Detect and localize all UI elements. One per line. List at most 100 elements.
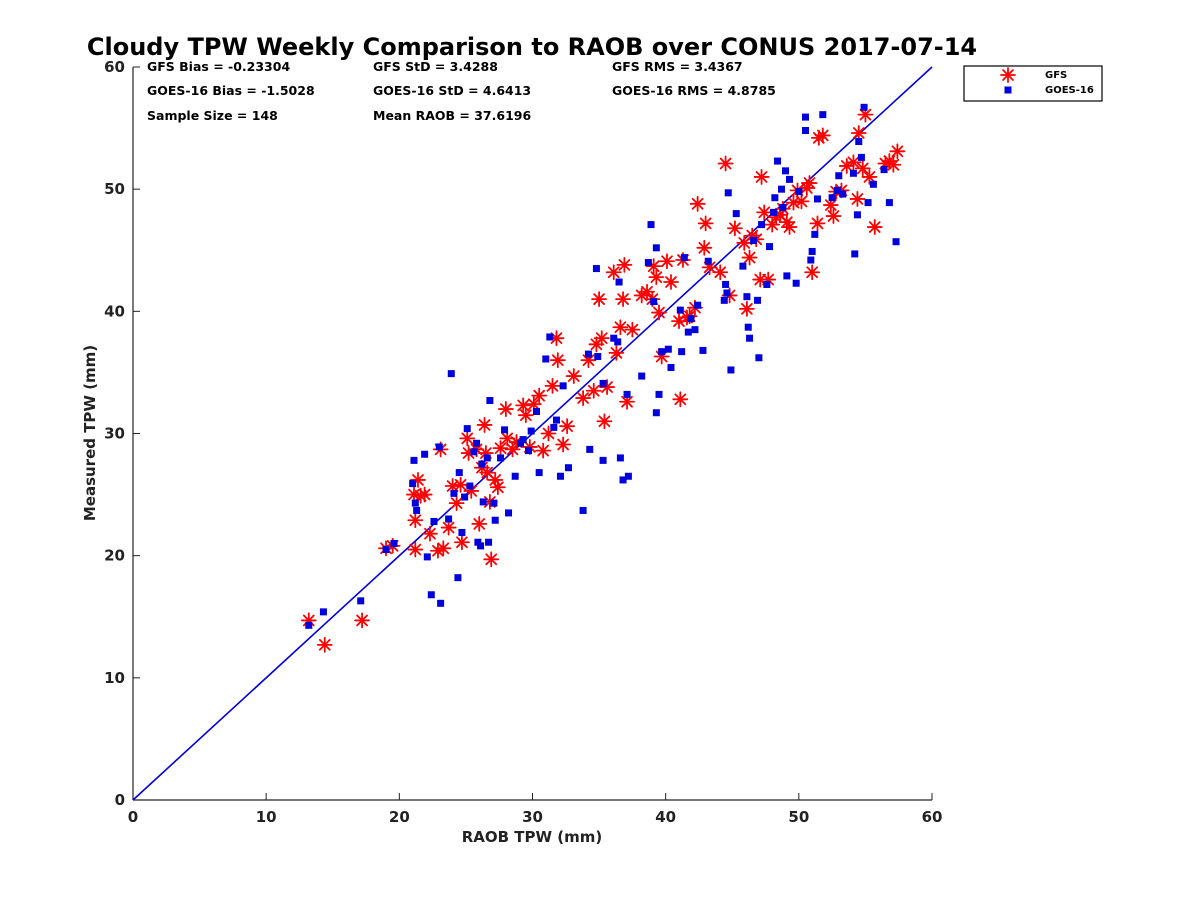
gfs-point <box>483 551 500 568</box>
goes16-point <box>744 323 752 331</box>
goes16-point <box>473 439 481 447</box>
goes16-point <box>782 167 790 175</box>
goes16-point <box>466 482 474 490</box>
gfs-point <box>741 249 758 266</box>
gfs-point <box>591 291 607 308</box>
gfs-point <box>825 208 842 224</box>
gfs-point <box>849 191 866 207</box>
goes16-point <box>755 354 763 362</box>
legend-gfs-marker <box>1000 67 1016 83</box>
gfs-point <box>615 291 631 308</box>
goes16-point <box>857 153 865 161</box>
legend-goes16-square <box>1004 86 1012 94</box>
gfs-point <box>492 440 509 457</box>
gfs-point <box>861 169 878 185</box>
chart-title: Cloudy TPW Weekly Comparison to RAOB ove… <box>87 33 977 61</box>
goes16-point <box>450 489 458 497</box>
gfs-point <box>422 525 438 542</box>
stat-goes16-rms: GOES-16 RMS = 4.8785 <box>612 83 776 98</box>
x-tick-label: 0 <box>128 808 138 826</box>
goes16-point <box>723 289 731 297</box>
goes16-point <box>421 450 429 458</box>
gfs-point <box>416 486 433 503</box>
gfs-point <box>798 180 815 196</box>
goes16-point <box>808 247 816 255</box>
gfs-point <box>555 436 572 453</box>
goes16-point <box>664 345 672 353</box>
goes16-point <box>676 306 684 314</box>
goes16-point <box>409 480 417 488</box>
goes16-point <box>779 203 787 211</box>
x-tick-label: 50 <box>788 808 809 826</box>
goes16-point <box>519 436 527 444</box>
gfs-point <box>605 264 622 281</box>
stat-gfs-bias: GFS Bias = -0.23304 <box>147 59 290 74</box>
goes16-point <box>743 293 751 301</box>
goes16-point <box>739 262 747 270</box>
y-tick-label: 0 <box>115 791 125 809</box>
gfs-point <box>845 154 862 171</box>
goes16-point <box>552 416 560 424</box>
goes16-point <box>885 199 893 207</box>
goes16-point <box>786 175 794 183</box>
gfs-point <box>608 344 625 361</box>
gfs-point <box>448 495 465 512</box>
goes16-point <box>357 597 365 605</box>
goes16-point <box>819 111 827 119</box>
goes16-point <box>454 574 462 582</box>
goes16-point <box>525 447 533 455</box>
goes16-point <box>614 338 622 346</box>
gfs-point <box>889 143 906 160</box>
goes16-point <box>650 298 658 306</box>
goes16-point <box>864 199 872 207</box>
gfs-point <box>549 352 566 369</box>
goes16-point <box>774 157 782 165</box>
goes16-point <box>616 454 624 462</box>
gfs-point <box>517 407 534 424</box>
gfs-point <box>696 239 713 256</box>
goes16-point <box>474 538 482 546</box>
goes16-point <box>833 186 841 194</box>
goes16-point <box>505 509 513 517</box>
gfs-point <box>648 269 665 286</box>
gfs-point <box>531 387 548 404</box>
stat-goes16-std: GOES-16 StD = 4.6413 <box>373 83 531 98</box>
gfs-point <box>697 215 714 232</box>
goes16-point <box>470 448 478 456</box>
goes16-point <box>869 180 877 188</box>
goes16-point <box>559 382 567 390</box>
x-tick-label: 40 <box>655 808 676 826</box>
gfs-point <box>624 321 641 338</box>
goes16-point <box>678 348 686 356</box>
goes16-point <box>594 353 602 361</box>
stat-goes16-bias: GOES-16 Bias = -1.5028 <box>147 83 315 98</box>
gfs-point <box>712 264 729 281</box>
goes16-point <box>783 272 791 280</box>
goes16-point <box>766 243 774 251</box>
x-tick-label: 30 <box>522 808 543 826</box>
gfs-point <box>471 516 488 532</box>
gfs-point <box>440 519 457 536</box>
goes16-point <box>445 515 453 523</box>
goes16-point <box>477 542 485 550</box>
goes16-point <box>684 328 692 336</box>
gfs-point <box>585 382 602 399</box>
gfs-point <box>814 127 831 144</box>
goes16-point <box>853 211 861 219</box>
stat-sample-size: Sample Size = 148 <box>147 108 278 123</box>
stats-block: GFS Bias = -0.23304 GFS StD = 3.4288 GFS… <box>147 59 776 123</box>
goes16-point <box>763 280 771 288</box>
goes16-point <box>835 172 843 180</box>
gfs-point <box>596 413 613 430</box>
goes16-point <box>584 350 592 358</box>
gfs-point <box>354 612 370 629</box>
goes16-point <box>319 608 327 616</box>
y-tick-label: 10 <box>104 669 125 687</box>
gfs-point <box>410 472 426 488</box>
gfs-point <box>454 534 470 551</box>
goes16-point <box>479 498 487 506</box>
goes16-point <box>811 230 819 238</box>
gfs-point <box>489 479 506 496</box>
